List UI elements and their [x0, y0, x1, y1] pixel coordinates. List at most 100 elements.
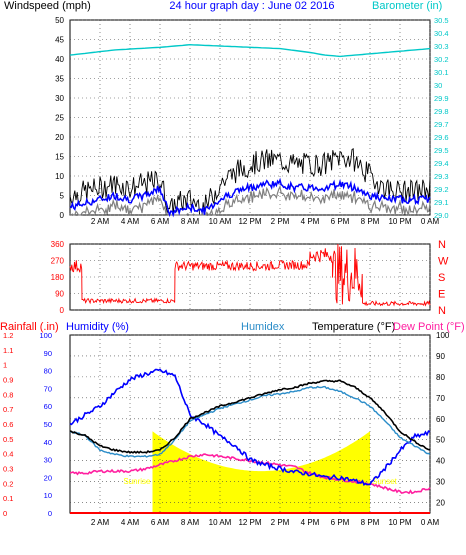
- wind-direction-panel: 360 N 270 W 180 S 90 E 0 N: [51, 239, 449, 317]
- dir-compass-label: N: [438, 305, 446, 317]
- wind-tick-label: 35: [55, 75, 64, 84]
- rain-tick-label: 0.9: [3, 376, 13, 385]
- rain-tick-label: 0.1: [3, 494, 13, 503]
- baro-tick-label: 29.3: [434, 172, 449, 181]
- wind-x-tick-label: 8 AM: [181, 217, 200, 226]
- temp-x-tick-label: 10 AM: [209, 518, 232, 527]
- temperature-series: [69, 379, 431, 454]
- rain-tick-label: 0.2: [3, 479, 13, 488]
- temp-x-tick-label: 0 AM: [421, 518, 440, 527]
- rain-tick-label: 0.3: [3, 465, 13, 474]
- sunshine-area: [152, 431, 370, 513]
- wind-tick-label: 40: [55, 55, 64, 64]
- temp-x-tick-label: 8 PM: [361, 518, 380, 527]
- rain-tick-label: 1.1: [3, 346, 13, 355]
- wind-x-tick-label: 10 AM: [209, 217, 232, 226]
- wind-tick-label: 45: [55, 36, 64, 45]
- dir-tick-label: 180: [51, 273, 65, 282]
- temp-tick-label: 80: [436, 373, 445, 382]
- humidity-axis-label: Humidity (%): [66, 321, 129, 333]
- rain-tick-label: 1.2: [3, 331, 13, 340]
- rain-tick-label: 0.5: [3, 435, 13, 444]
- temp-x-tick-label: 8 AM: [181, 518, 200, 527]
- wind-direction-series: [69, 243, 431, 307]
- temp-x-tick-label: 4 PM: [301, 518, 320, 527]
- wind-x-tick-label: 10 PM: [388, 217, 411, 226]
- sunset-label: Sunset: [372, 477, 398, 486]
- temp-tick-label: 90: [436, 352, 445, 361]
- rain-tick-label: 0: [3, 509, 7, 518]
- wind-x-tick-label: 8 PM: [361, 217, 380, 226]
- dir-compass-label: W: [438, 256, 449, 268]
- humidity-tick-label: 80: [44, 367, 52, 376]
- temp-x-tick-label: 10 PM: [388, 518, 411, 527]
- wind-tick-label: 30: [55, 94, 64, 103]
- wind-tick-label: 5: [60, 192, 65, 201]
- wind-tick-label: 15: [55, 153, 64, 162]
- temp-x-tick-label: 4 AM: [121, 518, 140, 527]
- wind-barometer-panel: 0 5 10 15 20 25 30 35 40 45 50 29.0 29.1 29.2 29.3 29.4…: [4, 0, 449, 226]
- rain-tick-label: 0.6: [3, 420, 13, 429]
- baro-tick-label: 30: [434, 81, 442, 90]
- temp-x-tick-label: 2 AM: [91, 518, 110, 527]
- dir-compass-label: N: [438, 239, 446, 251]
- humidity-tick-label: 90: [44, 349, 52, 358]
- humidity-tick-label: 70: [44, 384, 52, 393]
- baro-tick-label: 29.6: [434, 133, 449, 142]
- humidity-tick-label: 30: [44, 456, 52, 465]
- dir-tick-label: 0: [60, 306, 65, 315]
- baro-tick-label: 29.9: [434, 94, 449, 103]
- humidity-tick-label: 10: [44, 491, 52, 500]
- wind-tick-label: 10: [55, 172, 64, 181]
- dir-tick-label: 270: [51, 257, 65, 266]
- humidity-tick-label: 100: [39, 331, 52, 340]
- baro-tick-label: 30.1: [434, 68, 449, 77]
- temperature-axis-label: Temperature (°F): [312, 321, 395, 333]
- temp-x-tick-label: 6 PM: [331, 518, 350, 527]
- temp-tick-label: 50: [436, 436, 445, 445]
- humidity-tick-label: 40: [44, 438, 52, 447]
- rainfall-axis-label: Rainfall (.in): [0, 321, 59, 333]
- dir-tick-label: 90: [55, 290, 64, 299]
- temp-x-tick-label: 12 PM: [238, 518, 261, 527]
- wind-tick-label: 20: [55, 133, 64, 142]
- baro-axis-label: Barometer (in): [372, 0, 442, 12]
- humidity-tick-label: 20: [44, 473, 52, 482]
- graph-title: 24 hour graph day : June 02 2016: [169, 0, 334, 12]
- baro-tick-label: 30.3: [434, 42, 449, 51]
- wind-x-tick-label: 6 AM: [151, 217, 170, 226]
- wind-tick-label: 50: [55, 16, 64, 25]
- wind-x-tick-label: 2 AM: [91, 217, 110, 226]
- wind-axis-label: Windspeed (mph): [4, 0, 91, 12]
- baro-tick-label: 29.2: [434, 185, 449, 194]
- wind-average-series: [69, 177, 431, 218]
- rain-tick-label: 0.8: [3, 390, 13, 399]
- temp-x-tick-label: 2 PM: [271, 518, 290, 527]
- humidity-series: [69, 368, 431, 487]
- temp-humidity-panel: 203040506070809010000.10.20.30.40.50.60.…: [0, 321, 465, 527]
- dir-compass-label: E: [438, 289, 445, 301]
- humidity-tick-label: 0: [48, 509, 52, 518]
- temp-tick-label: 30: [436, 478, 445, 487]
- baro-tick-label: 29.4: [434, 159, 449, 168]
- temp-tick-label: 20: [436, 499, 445, 508]
- temp-tick-label: 70: [436, 394, 445, 403]
- baro-tick-label: 30.4: [434, 29, 449, 38]
- wind-x-tick-label: 4 PM: [301, 217, 320, 226]
- barometer-series: [69, 43, 431, 58]
- humidex-axis-label: Humidex: [241, 321, 285, 333]
- wind-tick-label: 0: [60, 211, 65, 220]
- wind-x-tick-label: 2 PM: [271, 217, 290, 226]
- dewpoint-axis-label: Dew Point (°F): [393, 321, 465, 333]
- dir-compass-label: S: [438, 272, 445, 284]
- dir-tick-label: 360: [51, 240, 65, 249]
- baro-tick-label: 29.1: [434, 198, 449, 207]
- baro-tick-label: 29.7: [434, 120, 449, 129]
- wind-x-tick-label: 12 PM: [238, 217, 261, 226]
- temp-tick-label: 60: [436, 415, 445, 424]
- wind-x-tick-label: 6 PM: [331, 217, 350, 226]
- temp-tick-label: 40: [436, 457, 445, 466]
- wind-x-tick-label: 4 AM: [121, 217, 140, 226]
- baro-tick-label: 29.8: [434, 107, 449, 116]
- rain-tick-label: 0.4: [3, 450, 13, 459]
